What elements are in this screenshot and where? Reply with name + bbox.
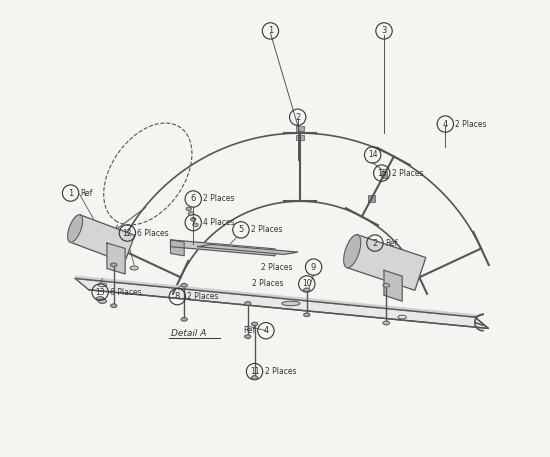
- Text: 2 Places: 2 Places: [261, 263, 293, 271]
- Ellipse shape: [251, 376, 258, 379]
- Text: 15: 15: [377, 169, 387, 178]
- Text: 2: 2: [295, 113, 300, 122]
- Ellipse shape: [193, 223, 198, 227]
- Text: 2 Places: 2 Places: [265, 367, 296, 376]
- Polygon shape: [344, 235, 361, 268]
- Text: Detail A: Detail A: [170, 329, 206, 338]
- Bar: [381, 171, 387, 178]
- Text: 10: 10: [302, 279, 312, 288]
- Text: 6 Places: 6 Places: [138, 228, 169, 238]
- Ellipse shape: [251, 322, 258, 326]
- Text: 6: 6: [190, 195, 196, 203]
- Text: 7: 7: [190, 218, 196, 227]
- Polygon shape: [198, 244, 298, 255]
- Text: Ref: Ref: [244, 326, 256, 335]
- Polygon shape: [170, 240, 184, 256]
- Text: 2 Places: 2 Places: [204, 195, 235, 203]
- Polygon shape: [68, 215, 82, 242]
- Ellipse shape: [188, 212, 194, 215]
- Ellipse shape: [190, 218, 196, 221]
- Text: 4: 4: [263, 326, 268, 335]
- Polygon shape: [107, 243, 125, 274]
- Text: 2 Places: 2 Places: [455, 120, 487, 128]
- Text: 2 Places: 2 Places: [188, 292, 219, 301]
- Text: 1: 1: [268, 27, 273, 35]
- Ellipse shape: [96, 297, 104, 301]
- Ellipse shape: [245, 302, 251, 305]
- Text: 14: 14: [368, 150, 377, 159]
- Ellipse shape: [304, 288, 310, 292]
- Ellipse shape: [181, 283, 188, 287]
- Text: 3: 3: [381, 27, 387, 35]
- Ellipse shape: [245, 335, 251, 339]
- Bar: [296, 126, 304, 131]
- Text: 12: 12: [123, 228, 132, 238]
- Polygon shape: [170, 240, 275, 256]
- Ellipse shape: [282, 301, 300, 306]
- Text: 8: 8: [175, 292, 180, 301]
- Text: 2: 2: [372, 239, 377, 248]
- Text: Ref: Ref: [81, 189, 93, 197]
- Text: 11: 11: [250, 367, 259, 376]
- Ellipse shape: [111, 304, 117, 308]
- Text: 6 Places: 6 Places: [110, 287, 142, 297]
- Text: Ref: Ref: [385, 239, 397, 248]
- Polygon shape: [75, 278, 488, 329]
- Text: 4: 4: [443, 120, 448, 128]
- Ellipse shape: [111, 263, 117, 266]
- Text: 5: 5: [238, 225, 244, 234]
- Text: A: A: [98, 229, 104, 239]
- Text: 2 Places: 2 Places: [251, 225, 283, 234]
- Polygon shape: [346, 235, 426, 290]
- Ellipse shape: [383, 283, 390, 287]
- Text: 1: 1: [68, 189, 73, 197]
- Text: 4 Places: 4 Places: [204, 218, 235, 227]
- Polygon shape: [70, 215, 135, 263]
- Text: 9: 9: [311, 263, 316, 271]
- Ellipse shape: [98, 299, 107, 303]
- Ellipse shape: [130, 266, 138, 270]
- Bar: [296, 135, 304, 140]
- Polygon shape: [384, 270, 402, 301]
- Ellipse shape: [181, 318, 188, 321]
- Text: 2 Places: 2 Places: [392, 169, 424, 178]
- Ellipse shape: [186, 207, 191, 211]
- Polygon shape: [75, 276, 475, 317]
- Ellipse shape: [383, 321, 390, 325]
- Text: 2 Places: 2 Places: [252, 279, 284, 288]
- Text: 13: 13: [95, 287, 105, 297]
- Ellipse shape: [304, 313, 310, 317]
- Bar: [368, 196, 375, 202]
